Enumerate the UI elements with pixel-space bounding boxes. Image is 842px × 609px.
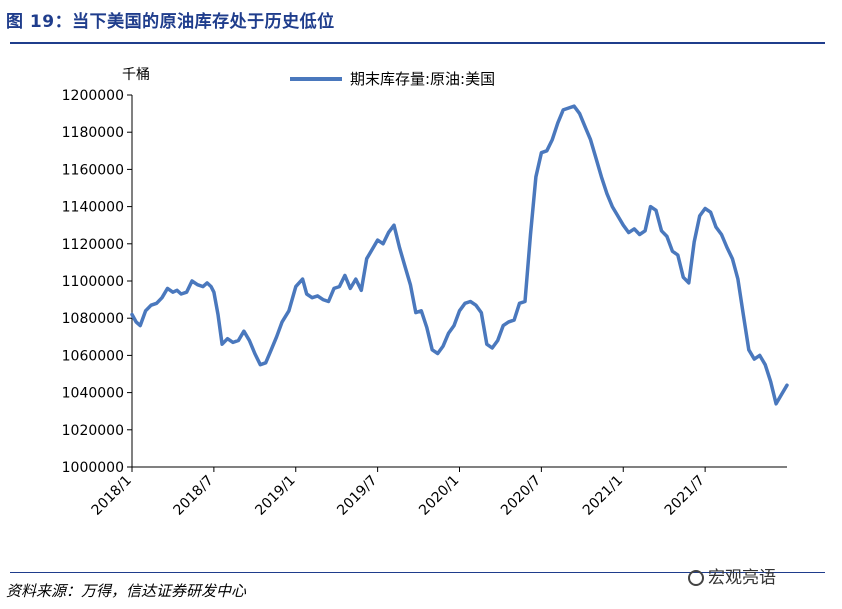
x-tick-label: 2021/7 [662,473,708,519]
footer-divider [10,572,825,573]
y-tick-label: 1200000 [62,88,124,104]
y-tick-label: 1000000 [62,460,124,476]
x-tick-label: 2018/7 [171,473,217,519]
title-divider [10,42,825,44]
y-tick-label: 1180000 [62,125,124,141]
x-tick-label: 2020/1 [416,473,462,519]
x-axis-ticks: 2018/1 2018/7 2019/1 2019/7 2020/1 2020/7 2021… [89,467,708,519]
source-note: 资料来源：万得，信达证券研发中心 [6,582,247,600]
chart-legend: 期末库存量:原油:美国 [290,70,495,88]
x-tick-label: 2020/7 [498,473,544,519]
y-tick-label: 1120000 [62,237,124,253]
y-tick-label: 1060000 [62,348,124,364]
y-tick-label: 1040000 [62,386,124,402]
y-tick-label: 1160000 [62,162,124,178]
y-tick-label: 1140000 [62,200,124,216]
y-axis-ticks: 1000000 1020000 1040000 1060000 1080000 11000… [62,88,132,476]
legend-label: 期末库存量:原油:美国 [350,70,495,88]
y-tick-label: 1100000 [62,274,124,290]
chat-bubble-icon [688,570,704,586]
watermark: 宏观亮语 [688,563,776,588]
y-tick-label: 1020000 [62,423,124,439]
y-axis-unit-label: 千桶 [122,67,150,83]
x-tick-label: 2018/1 [89,473,135,519]
figure-title: 图 19：当下美国的原油库存处于历史低位 [6,12,335,32]
y-tick-label: 1080000 [62,311,124,327]
x-tick-label: 2019/1 [252,473,298,519]
x-tick-label: 2021/1 [580,473,626,519]
x-tick-label: 2019/7 [334,473,380,519]
series-layer [130,104,789,406]
watermark-text: 宏观亮语 [708,568,776,588]
series-line [130,104,789,406]
